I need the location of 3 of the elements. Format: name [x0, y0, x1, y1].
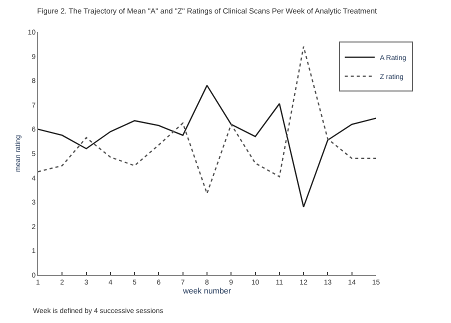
line-series — [38, 84, 376, 208]
line-series — [38, 46, 376, 194]
x-axis-title: week number — [182, 286, 232, 296]
